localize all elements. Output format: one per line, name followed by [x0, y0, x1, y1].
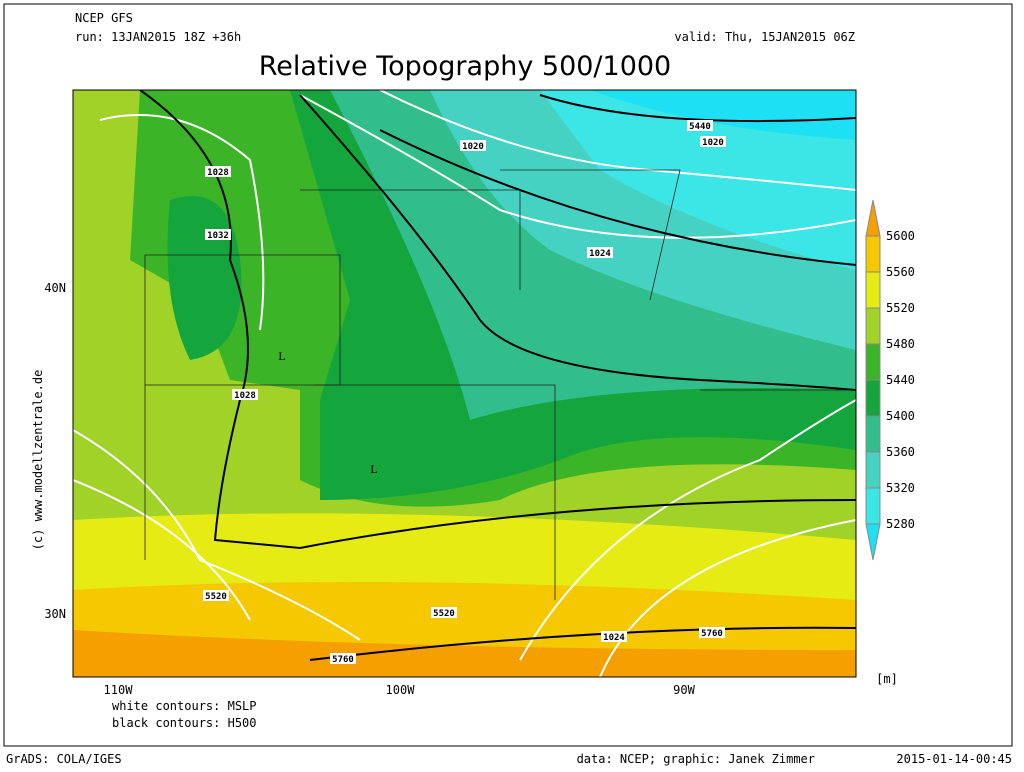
footer-timestamp: 2015-01-14-00:45: [896, 752, 1012, 766]
contour-label-box: [460, 140, 486, 151]
model: NCEP GFS: [75, 11, 133, 25]
colorbar-band: [865, 379, 881, 417]
contour-label: 1028: [207, 168, 229, 178]
contour-label-box: [205, 166, 231, 177]
contour-label: 5760: [701, 629, 723, 639]
contour-label-box: [700, 136, 726, 147]
contour-label: 5520: [433, 609, 455, 619]
contour-label-box: [205, 229, 231, 240]
contour-label: 5520: [205, 592, 227, 602]
colorbar-tick-label: 5480: [886, 337, 915, 351]
footer-credit: data: NCEP; graphic: Janek Zimmer: [577, 752, 815, 766]
lat-label: 30N: [44, 607, 66, 621]
contour-label: 1020: [462, 142, 484, 152]
frame: [3, 3, 1013, 747]
contour-label: 5760: [332, 655, 354, 665]
lat-label: 40N: [44, 281, 66, 295]
colorbar-tick-label: 5320: [886, 481, 915, 495]
contour-label: 1032: [207, 231, 229, 241]
contour-label: L: [370, 462, 377, 476]
title: Relative Topography 500/1000: [259, 51, 672, 82]
unit: [m]: [876, 672, 898, 686]
colorbar-band: [865, 343, 881, 381]
contour-label-box: [431, 607, 457, 618]
contour-label: L: [278, 349, 285, 363]
copyright: (c) www.modellzentrale.de: [31, 370, 45, 551]
contour-label-box: [601, 631, 627, 642]
colorbar-tick-label: 5520: [886, 301, 915, 315]
contour-label-box: [232, 389, 258, 400]
contour-label-box: [687, 120, 713, 131]
colorbar-tick-label: 5560: [886, 265, 915, 279]
colorbar-tick-label: 5600: [886, 229, 915, 243]
contour-label-box: [203, 590, 229, 601]
colorbar-tick-label: 5400: [886, 409, 915, 423]
contour-label-box: [587, 247, 613, 258]
contour-label: 1024: [603, 633, 625, 643]
colorbar-band: [865, 415, 881, 453]
colorbar-band: [865, 307, 881, 345]
contour-label: 5440: [689, 122, 711, 132]
lon-label: 100W: [386, 683, 416, 697]
run: run: 13JAN2015 18Z +36h: [75, 30, 241, 44]
colorbar-band: [865, 271, 881, 309]
contour-label: 1020: [702, 138, 724, 148]
note: white contours: MSLP: [112, 699, 257, 713]
lon-label: 90W: [673, 683, 695, 697]
contour-label-box: [699, 627, 725, 638]
valid: valid: Thu, 15JAN2015 06Z: [674, 30, 855, 44]
footer-software: GrADS: COLA/IGES: [6, 752, 122, 766]
colorbar-band: [865, 487, 881, 525]
colorbar-tick-label: 5360: [886, 445, 915, 459]
note: black contours: H500: [112, 716, 257, 730]
contour-label: 1028: [234, 391, 256, 401]
labels: NCEP GFS run: 13JAN2015 18Z +36h valid: …: [6, 11, 1012, 766]
contour-label-box: [330, 653, 356, 664]
map-fields: [72, 89, 857, 678]
colorbar-band: [865, 235, 881, 273]
colorbar-triangle: [865, 199, 881, 237]
colorbar-tick-label: 5440: [886, 373, 915, 387]
colorbar-tick-label: 5280: [886, 517, 915, 531]
colorbar-band: [865, 451, 881, 489]
contour-label: 1024: [589, 249, 611, 259]
lon-label: 110W: [104, 683, 134, 697]
colorbar-triangle: [865, 523, 881, 561]
